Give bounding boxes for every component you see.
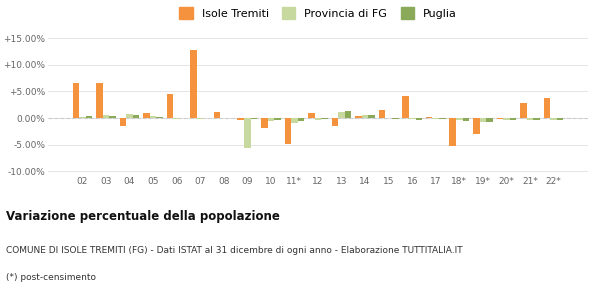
Bar	[368, 115, 375, 118]
Bar	[291, 118, 298, 123]
Bar	[338, 112, 345, 118]
Bar	[73, 83, 79, 118]
Bar	[190, 50, 197, 118]
Bar	[503, 118, 510, 120]
Bar	[544, 98, 550, 118]
Bar	[332, 118, 338, 126]
Bar	[416, 118, 422, 120]
Text: (*) post-censimento: (*) post-censimento	[6, 273, 96, 282]
Bar	[486, 118, 493, 122]
Bar	[520, 103, 527, 118]
Bar	[298, 118, 304, 121]
Bar	[527, 118, 533, 120]
Bar	[261, 118, 268, 128]
Bar	[456, 118, 463, 120]
Bar	[86, 116, 92, 118]
Bar	[143, 113, 150, 118]
Bar	[251, 118, 257, 119]
Bar	[533, 118, 540, 120]
Bar	[133, 115, 139, 118]
Legend: Isole Tremiti, Provincia di FG, Puglia: Isole Tremiti, Provincia di FG, Puglia	[176, 4, 460, 22]
Bar	[315, 118, 321, 120]
Bar	[473, 118, 479, 134]
Bar	[126, 114, 133, 118]
Bar	[497, 118, 503, 119]
Bar	[550, 118, 557, 120]
Bar	[510, 118, 517, 120]
Bar	[268, 118, 274, 121]
Bar	[355, 116, 362, 118]
Bar	[557, 118, 563, 120]
Bar	[439, 118, 446, 119]
Bar	[119, 118, 126, 126]
Text: Variazione percentuale della popolazione: Variazione percentuale della popolazione	[6, 210, 280, 223]
Bar	[379, 110, 385, 118]
Bar	[96, 83, 103, 118]
Bar	[167, 94, 173, 118]
Bar	[150, 116, 157, 118]
Bar	[409, 118, 416, 119]
Bar	[284, 118, 291, 144]
Bar	[238, 118, 244, 120]
Bar	[308, 113, 315, 118]
Bar	[449, 118, 456, 146]
Bar	[362, 115, 368, 118]
Bar	[109, 116, 116, 118]
Bar	[214, 112, 220, 118]
Text: COMUNE DI ISOLE TREMITI (FG) - Dati ISTAT al 31 dicembre di ogni anno - Elaboraz: COMUNE DI ISOLE TREMITI (FG) - Dati ISTA…	[6, 246, 463, 255]
Bar	[403, 96, 409, 118]
Bar	[274, 118, 281, 120]
Bar	[479, 118, 486, 122]
Bar	[345, 111, 352, 118]
Bar	[103, 115, 109, 118]
Bar	[244, 118, 251, 148]
Bar	[463, 118, 469, 121]
